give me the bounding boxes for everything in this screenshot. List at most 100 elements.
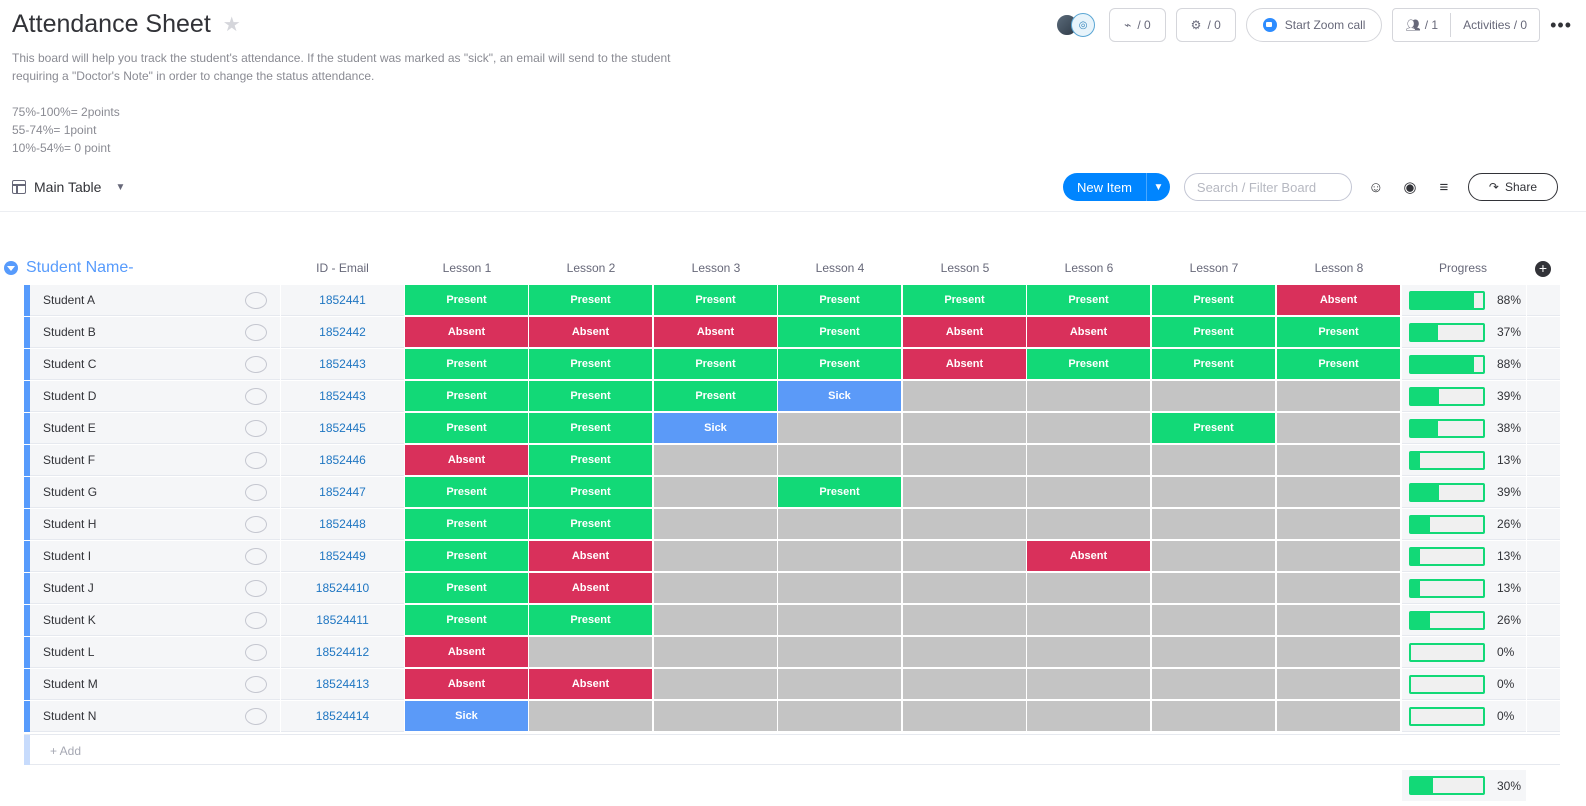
status-cell[interactable] [1152,669,1275,700]
status-cell[interactable] [1152,573,1275,604]
column-header[interactable]: Lesson 1 [442,261,492,275]
status-cell[interactable]: Present [405,381,528,412]
status-cell[interactable] [1027,413,1150,444]
status-cell[interactable]: Present [529,381,652,412]
id-email-cell[interactable]: 1852448 [281,509,404,540]
status-cell[interactable]: Absent [529,669,652,700]
table-row[interactable]: Student C 1852443 Present Present Present Pre… [24,349,1560,380]
student-name-cell[interactable]: Student K [30,605,280,636]
hide-columns-icon[interactable]: ◉ [1403,179,1417,196]
student-name-cell[interactable]: Student I [30,541,280,572]
id-email-cell[interactable]: 1852441 [281,285,404,316]
table-row[interactable]: Student H 1852448 Present Present 26% [24,509,1560,540]
status-cell[interactable] [903,573,1026,604]
status-cell[interactable] [778,573,901,604]
column-header[interactable]: Lesson 4 [815,261,865,275]
comment-icon[interactable] [245,580,267,597]
status-cell[interactable] [1152,701,1275,732]
status-cell[interactable]: Absent [903,317,1026,348]
integrations-button[interactable]: ⌁ / 0 [1109,8,1166,42]
status-cell[interactable] [1027,381,1150,412]
status-cell[interactable]: Present [529,477,652,508]
person-filter-icon[interactable]: ☺ [1368,178,1384,196]
status-cell[interactable] [654,701,777,732]
status-cell[interactable]: Absent [1027,317,1150,348]
column-header[interactable]: Progress [1438,261,1488,275]
status-cell[interactable]: Sick [778,381,901,412]
comment-icon[interactable] [245,548,267,565]
student-name-cell[interactable]: Student C [30,349,280,380]
status-cell[interactable] [778,509,901,540]
column-header[interactable]: Lesson 3 [691,261,741,275]
status-cell[interactable]: Absent [529,541,652,572]
add-item-row[interactable]: + Add [24,734,1560,765]
status-cell[interactable] [1277,637,1400,668]
chevron-down-icon[interactable]: ▼ [1145,173,1170,201]
status-cell[interactable]: Absent [529,573,652,604]
student-name-cell[interactable]: Student D [30,381,280,412]
status-cell[interactable] [903,381,1026,412]
comment-icon[interactable] [245,356,267,373]
id-email-cell[interactable]: 1852447 [281,477,404,508]
status-cell[interactable] [1152,637,1275,668]
status-cell[interactable] [778,413,901,444]
comment-icon[interactable] [245,612,267,629]
status-cell[interactable]: Present [1277,349,1400,380]
status-cell[interactable]: Absent [405,669,528,700]
status-cell[interactable]: Present [529,413,652,444]
status-cell[interactable]: Present [529,285,652,316]
status-cell[interactable]: Present [1152,413,1275,444]
column-header[interactable]: Lesson 8 [1314,261,1364,275]
status-cell[interactable]: Present [529,349,652,380]
student-name-cell[interactable]: Student N [30,701,280,732]
status-cell[interactable] [654,605,777,636]
status-cell[interactable]: Present [903,285,1026,316]
id-email-cell[interactable]: 18524413 [281,669,404,700]
new-item-button[interactable]: New Item ▼ [1063,173,1170,201]
members-button[interactable]: 👥︎/ 1 [1393,9,1450,41]
status-cell[interactable]: Present [405,573,528,604]
status-cell[interactable] [1027,605,1150,636]
table-row[interactable]: Student A 1852441 Present Present Present Pre… [24,285,1560,316]
id-email-cell[interactable]: 1852443 [281,349,404,380]
status-cell[interactable] [1152,381,1275,412]
activities-button[interactable]: Activities / 0 [1463,18,1528,32]
comment-icon[interactable] [245,388,267,405]
status-cell[interactable] [1277,381,1400,412]
status-cell[interactable] [903,541,1026,572]
status-cell[interactable] [903,477,1026,508]
comment-icon[interactable] [245,292,267,309]
add-column-icon[interactable]: + [1535,261,1551,277]
id-email-cell[interactable]: 1852442 [281,317,404,348]
status-cell[interactable] [778,605,901,636]
status-cell[interactable]: Present [778,349,901,380]
status-cell[interactable] [1277,413,1400,444]
status-cell[interactable] [778,637,901,668]
status-cell[interactable] [1027,573,1150,604]
status-cell[interactable] [903,445,1026,476]
status-cell[interactable] [1277,701,1400,732]
status-cell[interactable] [903,701,1026,732]
status-cell[interactable]: Present [529,605,652,636]
status-cell[interactable] [1277,669,1400,700]
table-row[interactable]: Student D 1852443 Present Present Present Sic… [24,381,1560,412]
status-cell[interactable] [778,445,901,476]
status-cell[interactable]: Absent [654,317,777,348]
status-cell[interactable] [529,701,652,732]
student-name-cell[interactable]: Student A [30,285,280,316]
status-cell[interactable]: Absent [405,317,528,348]
status-cell[interactable] [778,669,901,700]
status-cell[interactable]: Present [405,285,528,316]
automations-button[interactable]: ⚙ / 0 [1175,8,1236,42]
new-item-label[interactable]: New Item [1077,179,1132,195]
status-cell[interactable] [1277,605,1400,636]
status-cell[interactable] [1152,605,1275,636]
comment-icon[interactable] [245,676,267,693]
comment-icon[interactable] [245,644,267,661]
status-cell[interactable] [654,573,777,604]
status-cell[interactable] [1277,573,1400,604]
status-cell[interactable]: Absent [1277,285,1400,316]
status-cell[interactable]: Sick [654,413,777,444]
student-name-cell[interactable]: Student H [30,509,280,540]
status-cell[interactable] [903,669,1026,700]
